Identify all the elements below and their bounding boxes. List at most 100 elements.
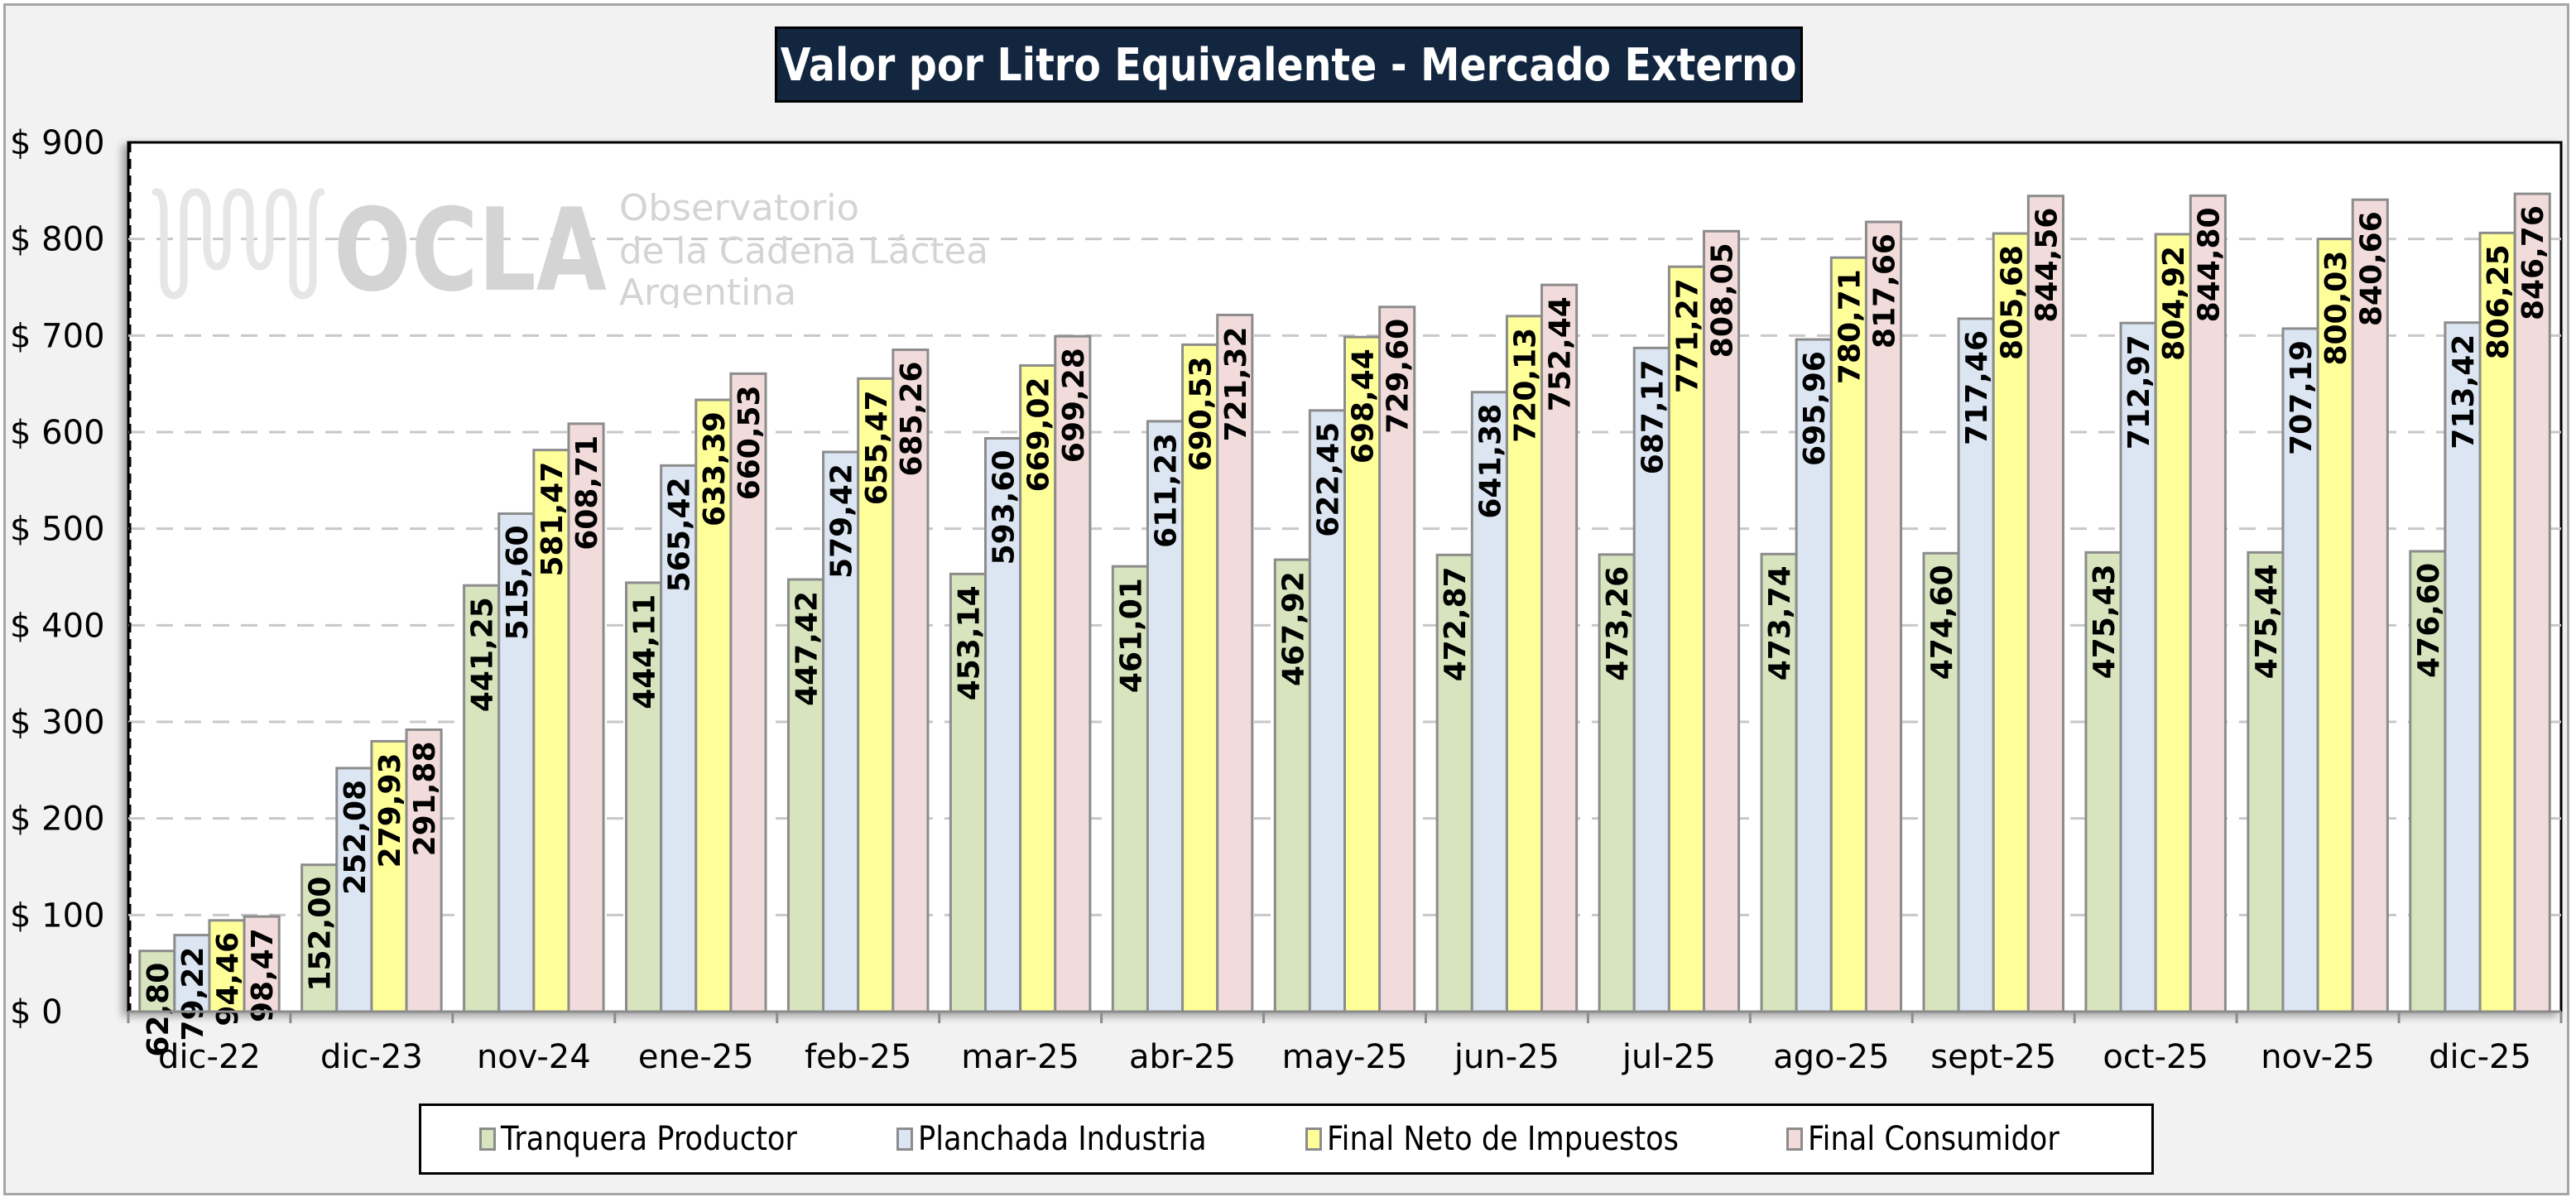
legend: Tranquera Productor Planchada Industria …	[419, 1103, 2154, 1175]
bar-tranquera-productor	[1598, 553, 1636, 1013]
data-label: 712,97	[2122, 334, 2156, 450]
bar-final-consumidor	[1054, 334, 1092, 1013]
bar-final-neto-de-impuestos	[1019, 363, 1057, 1013]
legend-label: Final Consumidor	[1808, 1120, 2060, 1158]
bar-tranquera-productor	[1111, 565, 1149, 1013]
y-tick-label: $ 100	[10, 897, 105, 935]
y-tick-label: $ 600	[10, 414, 105, 452]
bar-final-consumidor	[729, 372, 767, 1013]
data-label: 515,60	[501, 525, 535, 640]
legend-label: Tranquera Productor	[500, 1120, 797, 1158]
legend-label: Final Neto de Impuestos	[1327, 1120, 1680, 1158]
bar-final-neto-de-impuestos	[2316, 238, 2354, 1013]
legend-item-planchada-industria: Planchada Industria	[896, 1120, 1246, 1158]
bar-final-neto-de-impuestos	[1181, 343, 1219, 1013]
x-tick-label: oct-25	[2103, 1038, 2208, 1076]
data-label: 699,28	[1057, 348, 1091, 463]
data-label: 579,42	[825, 464, 859, 579]
x-tick-label: may-25	[1282, 1038, 1408, 1076]
data-label: 660,53	[733, 385, 767, 500]
data-label: 98,47	[246, 928, 280, 1022]
data-label: 690,53	[1185, 356, 1218, 471]
data-label: 441,25	[466, 597, 500, 712]
legend-swatch	[896, 1127, 914, 1151]
bar-tranquera-productor	[1760, 552, 1798, 1013]
data-label: 804,92	[2157, 246, 2191, 361]
x-tick-label: feb-25	[805, 1038, 911, 1076]
data-label: 844,80	[2192, 207, 2226, 322]
data-label: 461,01	[1114, 578, 1148, 693]
data-label: 291,88	[408, 741, 442, 856]
data-label: 633,39	[698, 411, 732, 526]
data-label: 655,47	[860, 390, 894, 505]
bar-planchada-industria	[822, 450, 860, 1013]
legend-swatch	[478, 1127, 496, 1151]
y-tick-label: $ 800	[10, 221, 105, 259]
x-tick-label: nov-25	[2261, 1038, 2375, 1076]
bar-planchada-industria	[1632, 346, 1670, 1013]
data-label: 840,66	[2354, 211, 2388, 326]
legend-label: Planchada Industria	[918, 1120, 1207, 1158]
legend-swatch	[1786, 1127, 1804, 1151]
data-label: 152,00	[304, 877, 338, 992]
data-label: 565,42	[663, 477, 697, 592]
y-tick-label: $ 0	[10, 993, 63, 1031]
data-label: 581,47	[536, 462, 570, 577]
x-tick-label: mar-25	[961, 1038, 1079, 1076]
y-tick-label: $ 300	[10, 704, 105, 742]
bar-final-neto-de-impuestos	[1343, 335, 1382, 1013]
data-label: 79,22	[176, 947, 210, 1041]
bar-tranquera-productor	[1922, 551, 1960, 1013]
bar-tranquera-productor	[300, 863, 339, 1013]
x-tick-label: dic-23	[320, 1038, 423, 1076]
bar-final-consumidor	[1540, 283, 1579, 1013]
data-label: 474,60	[1925, 565, 1959, 680]
legend-swatch	[1305, 1127, 1323, 1151]
x-tick-label: ago-25	[1773, 1038, 1889, 1076]
y-tick-label: $ 500	[10, 511, 105, 549]
data-label: 808,05	[1706, 243, 1740, 358]
data-label: 752,44	[1544, 296, 1578, 411]
data-label: 729,60	[1382, 319, 1415, 434]
data-label: 473,74	[1763, 565, 1797, 680]
bar-planchada-industria	[1795, 338, 1833, 1013]
bar-final-neto-de-impuestos	[1992, 232, 2030, 1013]
bar-planchada-industria	[1957, 317, 1995, 1013]
bar-planchada-industria	[1308, 409, 1347, 1013]
data-label: 641,38	[1473, 404, 1507, 519]
data-label: 685,26	[895, 362, 929, 477]
data-label: 611,23	[1150, 433, 1184, 548]
x-tick-label: ene-25	[638, 1038, 754, 1076]
data-label: 687,17	[1636, 359, 1670, 474]
data-label: 780,71	[1833, 269, 1867, 384]
data-label: 713,42	[2447, 334, 2481, 450]
bar-tranquera-productor	[1435, 553, 1473, 1013]
bar-final-consumidor	[1378, 305, 1416, 1013]
data-label: 771,27	[1670, 278, 1704, 393]
x-tick-label: jul-25	[1622, 1038, 1716, 1076]
chart-title-box: Valor por Litro Equivalente - Mercado Ex…	[775, 26, 1803, 103]
x-tick-label: dic-22	[158, 1038, 261, 1076]
data-label: 717,46	[1960, 330, 1994, 445]
data-label: 444,11	[628, 594, 662, 709]
data-label: 695,96	[1798, 351, 1832, 466]
bar-tranquera-productor	[2409, 550, 2447, 1013]
data-label: 476,60	[2412, 563, 2446, 678]
x-tick-label: dic-25	[2429, 1038, 2531, 1076]
legend-item-tranquera-productor: Tranquera Productor	[478, 1120, 838, 1158]
data-label: 800,03	[2319, 251, 2353, 366]
bar-tranquera-productor	[625, 581, 663, 1013]
data-label: 622,45	[1311, 422, 1345, 537]
bar-final-consumidor	[2189, 194, 2227, 1013]
data-label: 720,13	[1508, 328, 1542, 443]
x-tick-label: abr-25	[1129, 1038, 1236, 1076]
data-label: 593,60	[988, 450, 1021, 565]
data-label: 475,44	[2250, 564, 2284, 679]
y-tick-label: $ 400	[10, 607, 105, 645]
data-label: 806,25	[2482, 244, 2516, 359]
bar-final-neto-de-impuestos	[694, 398, 733, 1013]
x-tick-label: nov-24	[477, 1038, 591, 1076]
data-label: 473,26	[1601, 566, 1635, 681]
